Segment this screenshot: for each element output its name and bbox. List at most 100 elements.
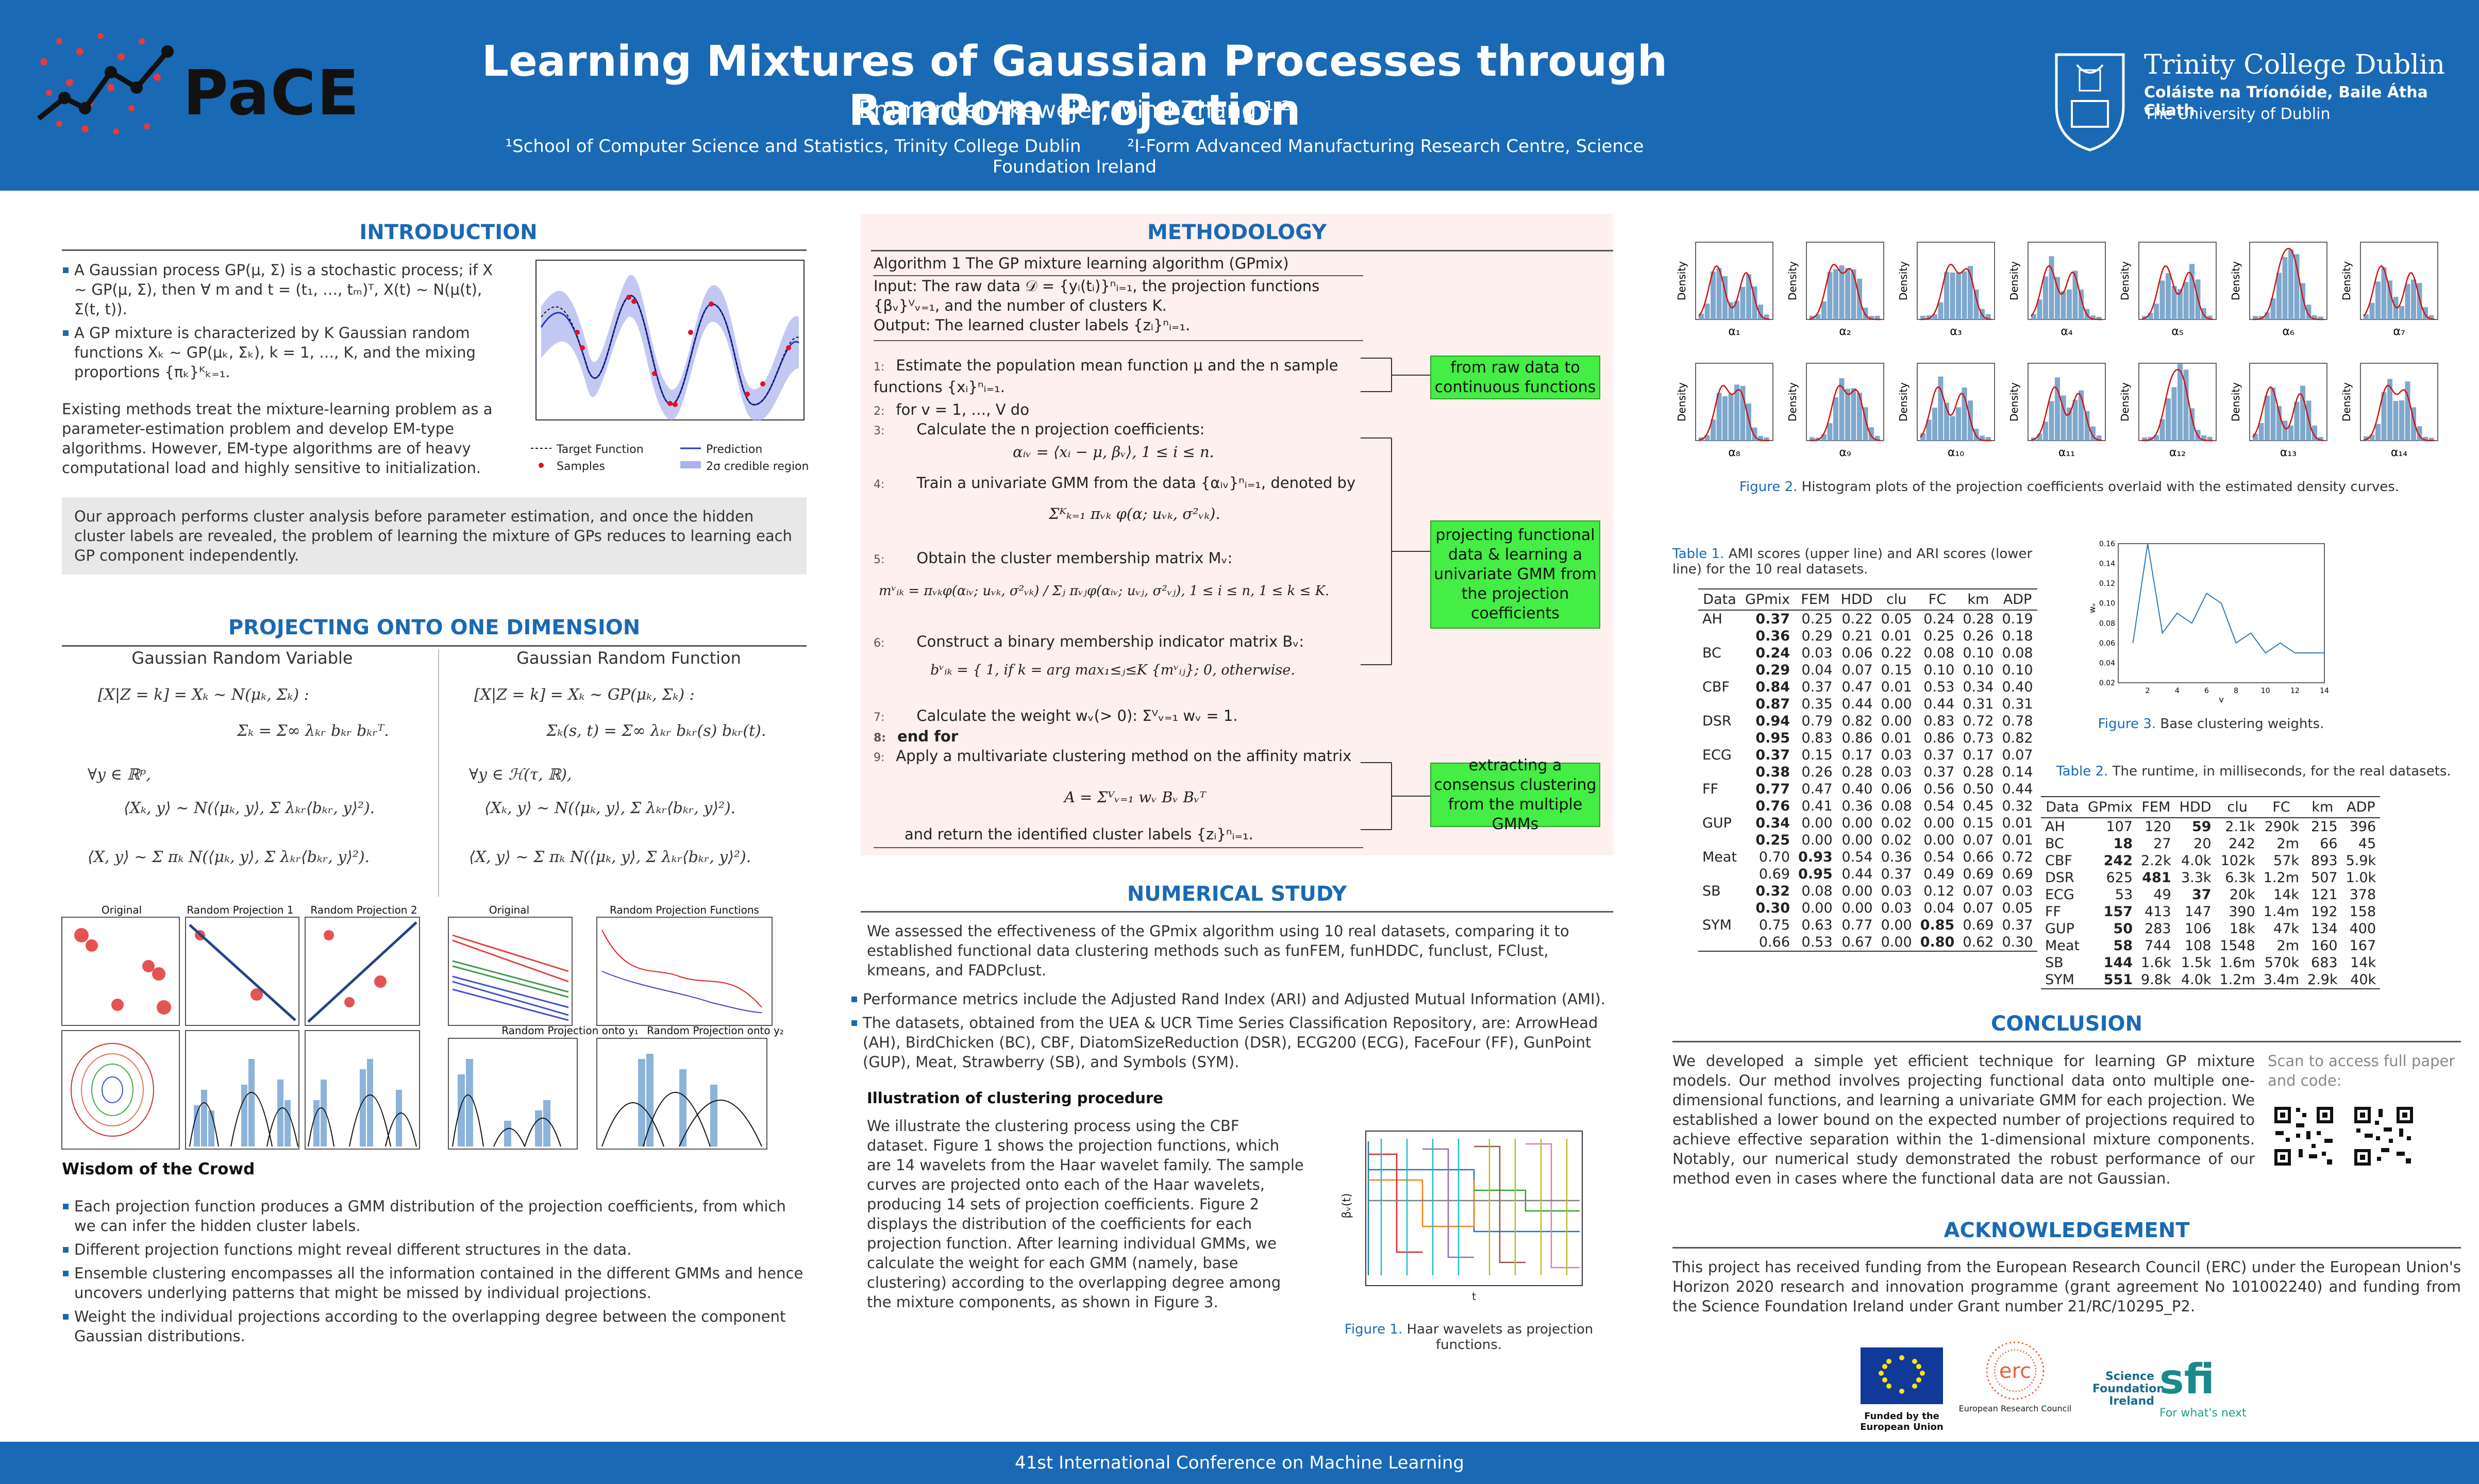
table-row: 0.76 0.41 0.36 0.08 0.54 0.45 0.32 — [1698, 798, 2037, 815]
table-cell: 0.17 — [1841, 747, 1873, 763]
qr-codes[interactable] — [2270, 1103, 2425, 1170]
histogram-bar — [2043, 276, 2048, 319]
note-raw-data: from raw data to continuous functions — [1430, 356, 1600, 399]
pace-wordmark: PaCE — [183, 58, 360, 129]
histogram-bar — [2166, 398, 2171, 441]
algo-step: Train a univariate GMM from the data {αᵢ… — [916, 474, 1356, 492]
histogram-bar — [2189, 408, 2195, 441]
x-axis-label: α₁₀ — [1948, 446, 1964, 459]
y-axis-label: Density — [2008, 382, 2020, 421]
table-cell: 290k — [2264, 819, 2300, 835]
histogram-bar — [1920, 315, 1925, 319]
table-cell: 0.37 — [1755, 611, 1790, 627]
grv-title: Gaussian Random Variable — [131, 648, 353, 668]
histogram-bar — [1950, 416, 1955, 441]
histogram-bar — [1833, 397, 1838, 441]
table-cell: 0.21 — [1841, 628, 1873, 644]
density-curve — [1809, 263, 1881, 321]
eq-l2: Σₖ = Σ∞ λₖᵣ bₖᵣ bₖᵣᵀ. — [237, 722, 389, 740]
histogram-bar — [1758, 305, 1763, 319]
table-cell: 390 — [2229, 904, 2255, 920]
table-cell: 0.30 — [1755, 900, 1790, 916]
histogram-bar — [1980, 435, 1985, 441]
table-cell: 157 — [2103, 904, 2133, 920]
histogram-bar — [2399, 306, 2404, 319]
table-cell: 0.00 — [1923, 815, 1955, 831]
x-axis-label: α₁₃ — [2280, 446, 2297, 459]
histogram-bar — [1746, 403, 1751, 441]
wisdom-bullet: Each projection function produces a GMM … — [62, 1196, 807, 1236]
table-cell: 400 — [2349, 921, 2376, 937]
table-cell: 192 — [2311, 904, 2338, 920]
histogram-bar — [2294, 401, 2300, 441]
authors: Emmanuel Akeweje¹, Mimi Zhang ¹·² — [858, 96, 1291, 124]
table-cell: 0.53 — [1923, 679, 1955, 695]
table-cell: 893 — [2311, 853, 2338, 869]
note-projecting: projecting functional data & learning a … — [1430, 520, 1600, 629]
grf-title: Gaussian Random Function — [516, 648, 741, 668]
column-header: ADP — [1998, 588, 2037, 611]
histogram-bar — [1944, 272, 1949, 319]
intro-bullet: A Gaussian process GP(μ, Σ) is a stochas… — [62, 260, 505, 319]
histogram-bar — [1764, 437, 1769, 441]
histogram-bar — [2423, 307, 2428, 319]
plot-frame — [2118, 543, 2325, 683]
histogram-bar — [2405, 283, 2410, 319]
density-curve — [1698, 384, 1770, 442]
column-header: FC — [2259, 796, 2304, 818]
network-icon — [37, 33, 174, 134]
table-cell: 0.54 — [1923, 849, 1955, 865]
divider — [62, 249, 807, 251]
histogram-bar — [2177, 364, 2183, 441]
histogram-bar — [1926, 315, 1932, 319]
table-cell: FF — [1702, 781, 1719, 797]
divider — [861, 911, 1613, 913]
table-cell: 0.44 — [1841, 866, 1873, 882]
column-header: FEM — [2137, 796, 2175, 818]
algo-step: Estimate the population mean function μ … — [874, 357, 1338, 396]
histogram-bar — [2417, 426, 2422, 441]
pace-logo: PaCE — [28, 21, 360, 149]
table-cell: 0.15 — [1801, 747, 1833, 763]
histogram-bar — [2282, 420, 2288, 441]
table-cell: 0.63 — [1801, 917, 1833, 933]
table-cell: 0.14 — [2002, 764, 2033, 780]
table-row: Meat 0.70 0.93 0.54 0.36 0.54 0.66 0.72 — [1698, 849, 2037, 866]
histogram-bar — [2387, 280, 2392, 319]
histogram-bar — [2090, 426, 2096, 441]
histogram-panel: Density α₃ — [1897, 242, 1995, 338]
histogram-bar — [2159, 419, 2165, 441]
table-cell: 0.08 — [1923, 645, 1955, 661]
gp-regression-figure: Target Function Samples Prediction 2σ cr… — [531, 260, 809, 473]
histogram-bar — [2312, 425, 2317, 441]
table-cell: Meat — [1702, 849, 1737, 865]
table-cell: 1.5k — [2181, 955, 2212, 971]
tcd-crest-icon — [2055, 53, 2125, 151]
histogram-bar — [2061, 395, 2066, 441]
histogram-bar — [2270, 387, 2276, 441]
table-cell: 0.44 — [1841, 696, 1873, 712]
table-cell: 158 — [2349, 904, 2376, 920]
table-cell: 0.82 — [2002, 730, 2033, 746]
histogram-bar — [2306, 305, 2311, 319]
table-cell: 0.30 — [2002, 934, 2033, 950]
algo-step: Calculate the n projection coefficients: — [916, 420, 1205, 438]
histogram-panel: Density α₁₃ — [2230, 363, 2327, 459]
histogram-bar — [1869, 315, 1874, 319]
table-cell: 396 — [2349, 819, 2376, 835]
table-cell: 481 — [2142, 870, 2171, 886]
x-axis-label: α₅ — [2171, 325, 2183, 338]
table-cell: 0.72 — [2002, 849, 2033, 865]
histogram-bar — [1704, 303, 1710, 319]
algo-step: Calculate the weight wᵥ(> 0): Σⱽᵥ₌₁ wᵥ =… — [916, 707, 1238, 724]
histogram-bar — [2084, 411, 2090, 441]
histogram-bar — [1752, 427, 1757, 441]
table-cell: 120 — [2145, 819, 2171, 835]
table-cell: 2m — [2276, 938, 2300, 954]
table-row: SYM 551 9.8k 4.0k 1.2m 3.4m 2.9k 40k — [2041, 971, 2381, 989]
table-cell: 107 — [2106, 819, 2133, 835]
histogram-bar — [1746, 274, 1751, 319]
column-header: HDD — [2175, 796, 2216, 818]
table-cell: 0.10 — [1923, 662, 1955, 678]
poster-title: Learning Mixtures of Gaussian Processes … — [481, 37, 1668, 135]
